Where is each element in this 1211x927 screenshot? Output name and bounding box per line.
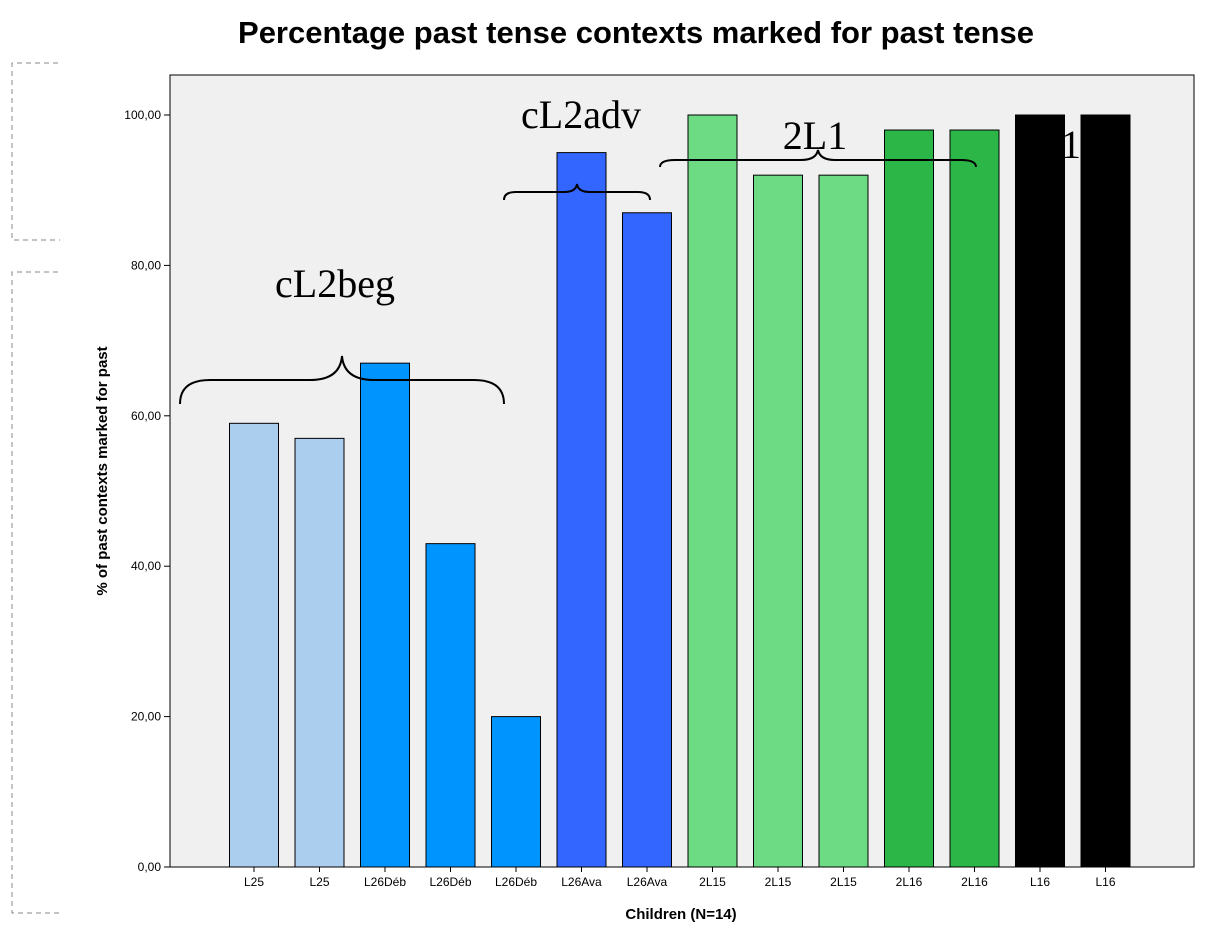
bar [949, 129, 1000, 868]
y-tick-label: 20,00 [131, 710, 161, 724]
bar [556, 152, 607, 868]
y-axis: 0,00 20,00 40,00 60,00 80,00 100,00 [124, 108, 170, 874]
bar [818, 174, 869, 868]
x-tick-label: L16 [1095, 875, 1115, 889]
x-axis: L25 L25 L26Déb L26Déb L26Déb L26Ava L26Ava 2L15… [244, 867, 1116, 889]
decorative-frame-top [11, 62, 60, 241]
x-tick-label: 2L15 [699, 875, 726, 889]
brace-2l1 [659, 149, 977, 168]
bar [491, 716, 541, 868]
decorative-frame-bottom [11, 271, 60, 914]
bar [884, 129, 934, 868]
bar [294, 437, 345, 868]
x-tick-label: L26Ava [561, 875, 602, 889]
x-tick-label: L16 [1030, 875, 1050, 889]
x-tick-label: L26Déb [364, 875, 406, 889]
x-axis-label: Children (N=14) [625, 906, 736, 923]
y-tick-label: 100,00 [124, 108, 161, 122]
y-tick-label: 60,00 [131, 409, 161, 423]
bar [229, 422, 279, 868]
bar [360, 362, 410, 868]
x-tick-label: 2L15 [765, 875, 792, 889]
y-axis-label: % of past contexts marked for past [94, 346, 111, 595]
bars-group [229, 114, 1131, 868]
bar [687, 114, 738, 868]
x-tick-label: L26Déb [495, 875, 537, 889]
group-label-cl2beg: cL2beg [275, 261, 395, 306]
group-label-cl2adv: cL2adv [521, 92, 641, 137]
x-tick-label: L25 [244, 875, 264, 889]
brace-cl2adv [503, 183, 651, 201]
x-tick-label: 2L16 [961, 875, 988, 889]
bar [753, 174, 803, 868]
x-tick-label: 2L15 [830, 875, 857, 889]
bar [425, 543, 476, 868]
x-tick-label: 2L16 [896, 875, 923, 889]
y-tick-label: 0,00 [138, 860, 162, 874]
group-label-l1: 1 [1061, 122, 1081, 167]
brace-cl2beg [179, 355, 505, 405]
group-label-2l1: 2L1 [783, 113, 847, 158]
y-tick-label: 80,00 [131, 258, 161, 272]
x-tick-label: L26Ava [627, 875, 668, 889]
x-tick-label: L25 [309, 875, 329, 889]
bar [1015, 114, 1065, 868]
bar [1080, 114, 1131, 868]
bar [622, 212, 672, 868]
chart-title: Percentage past tense contexts marked fo… [238, 15, 1034, 50]
x-tick-label: L26Déb [429, 875, 471, 889]
y-tick-label: 40,00 [131, 559, 161, 573]
